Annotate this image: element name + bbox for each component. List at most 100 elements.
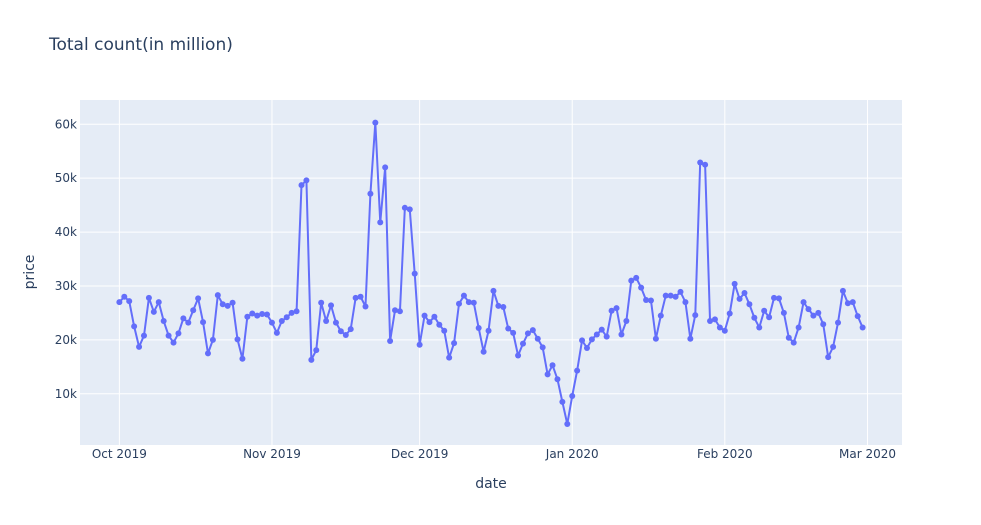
data-point bbox=[485, 327, 492, 334]
data-point bbox=[436, 321, 443, 328]
data-point bbox=[672, 293, 679, 300]
data-point bbox=[534, 335, 541, 342]
x-tick-label: Jan 2020 bbox=[545, 447, 599, 461]
data-point bbox=[667, 292, 674, 299]
data-point bbox=[140, 332, 147, 339]
data-point bbox=[588, 336, 595, 343]
data-point bbox=[549, 362, 556, 369]
data-point bbox=[283, 314, 290, 321]
data-point bbox=[564, 420, 571, 427]
data-point bbox=[593, 331, 600, 338]
data-point bbox=[849, 299, 856, 306]
data-point bbox=[569, 392, 576, 399]
data-point bbox=[844, 300, 851, 307]
data-point bbox=[490, 287, 497, 294]
data-point bbox=[150, 308, 157, 315]
data-point bbox=[180, 315, 187, 322]
data-point bbox=[362, 303, 369, 310]
data-point bbox=[323, 318, 330, 325]
data-point bbox=[195, 295, 202, 302]
data-point bbox=[687, 335, 694, 342]
data-point bbox=[456, 300, 463, 307]
data-point bbox=[835, 319, 842, 326]
data-point bbox=[259, 311, 266, 318]
data-point bbox=[524, 330, 531, 337]
data-point bbox=[352, 294, 359, 301]
data-point bbox=[347, 326, 354, 333]
data-point bbox=[382, 164, 389, 171]
data-point bbox=[170, 339, 177, 346]
data-point bbox=[214, 292, 221, 299]
y-tick-label: 50k bbox=[55, 171, 77, 185]
data-point bbox=[131, 323, 138, 330]
data-point bbox=[697, 159, 704, 166]
data-point bbox=[652, 335, 659, 342]
data-point bbox=[820, 321, 827, 328]
data-point bbox=[554, 376, 561, 383]
data-point bbox=[677, 288, 684, 295]
data-point bbox=[825, 354, 832, 361]
data-point bbox=[392, 307, 399, 314]
data-point bbox=[736, 295, 743, 302]
data-point bbox=[387, 337, 394, 344]
data-point bbox=[136, 343, 143, 350]
data-point bbox=[460, 292, 467, 299]
x-tick-label: Mar 2020 bbox=[839, 447, 896, 461]
data-point bbox=[519, 340, 526, 347]
data-point bbox=[810, 312, 817, 319]
data-point bbox=[441, 327, 448, 334]
data-point bbox=[421, 312, 428, 319]
data-point bbox=[741, 289, 748, 296]
gridlines bbox=[80, 100, 902, 445]
data-point bbox=[224, 302, 231, 309]
data-point bbox=[244, 313, 251, 320]
data-point bbox=[126, 298, 133, 305]
data-point bbox=[702, 161, 709, 168]
y-tick-label: 30k bbox=[55, 279, 77, 293]
x-tick-label: Dec 2019 bbox=[391, 447, 449, 461]
data-point bbox=[308, 356, 315, 363]
data-point bbox=[475, 325, 482, 332]
data-point bbox=[716, 324, 723, 331]
data-point bbox=[332, 319, 339, 326]
y-axis-ticks: 10k 20k 30k 40k 50k 60k bbox=[55, 117, 77, 401]
data-point bbox=[583, 344, 590, 351]
data-point bbox=[544, 371, 551, 378]
x-tick-label: Feb 2020 bbox=[697, 447, 753, 461]
data-point bbox=[401, 204, 408, 211]
data-point bbox=[726, 310, 733, 317]
data-point bbox=[603, 333, 610, 340]
data-point bbox=[160, 318, 167, 325]
data-point bbox=[313, 347, 320, 354]
data-point bbox=[628, 277, 635, 284]
data-point bbox=[613, 305, 620, 312]
data-point bbox=[707, 318, 714, 325]
data-point bbox=[505, 325, 512, 332]
data-point bbox=[342, 332, 349, 339]
data-point bbox=[574, 367, 581, 374]
data-point bbox=[372, 119, 379, 126]
data-point bbox=[721, 327, 728, 334]
data-point bbox=[175, 330, 182, 337]
data-point bbox=[633, 274, 640, 281]
data-point bbox=[470, 299, 477, 306]
data-point bbox=[780, 309, 787, 316]
data-point bbox=[795, 324, 802, 331]
data-point bbox=[579, 337, 586, 344]
data-point bbox=[396, 308, 403, 315]
data-point bbox=[426, 319, 433, 326]
data-point bbox=[229, 299, 236, 306]
data-point bbox=[264, 311, 271, 318]
data-point bbox=[510, 329, 517, 336]
data-point bbox=[854, 313, 861, 320]
data-point bbox=[643, 296, 650, 303]
x-axis-title: date bbox=[475, 476, 507, 492]
data-point bbox=[775, 295, 782, 302]
data-point bbox=[800, 299, 807, 306]
data-point bbox=[145, 294, 152, 301]
data-point bbox=[830, 343, 837, 350]
data-point bbox=[298, 182, 305, 189]
y-axis-title: price bbox=[22, 255, 38, 290]
data-point bbox=[357, 293, 364, 300]
